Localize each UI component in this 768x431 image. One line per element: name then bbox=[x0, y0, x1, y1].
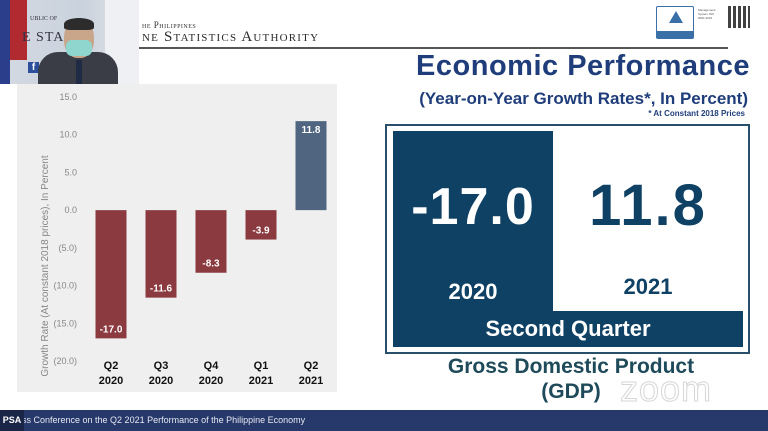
gdp-2020-year: 2020 bbox=[448, 279, 498, 304]
y-tick-label: (5.0) bbox=[58, 243, 77, 253]
x-tick-label-quarter: Q4 bbox=[204, 360, 220, 372]
header-divider bbox=[138, 47, 728, 49]
x-tick-label-quarter: Q3 bbox=[154, 360, 169, 372]
x-tick-label-year: 2021 bbox=[249, 375, 273, 387]
ticker-text: ss Conference on the Q2 2021 Performance… bbox=[22, 415, 306, 425]
gdp-summary-box: -17.0 2020 11.8 2021 Second Quarter bbox=[385, 124, 750, 354]
bar-q2-2020 bbox=[95, 210, 127, 339]
flag bbox=[0, 0, 10, 84]
y-tick-label: 10.0 bbox=[59, 130, 77, 140]
speaker-tie bbox=[76, 60, 82, 84]
x-tick-label-year: 2020 bbox=[149, 375, 173, 387]
certification-text: Management System ISO 9001:2015 bbox=[698, 8, 716, 20]
psa-logo: PSA bbox=[0, 410, 24, 431]
speaker-hair bbox=[64, 18, 94, 30]
agency-name: ne Statistics Authority bbox=[142, 29, 320, 45]
y-axis-title: Growth Rate (At constant 2018 prices), I… bbox=[40, 155, 51, 377]
growth-bar-chart: 15.0 10.0 5.0 0.0 (5.0) (10.0) (15.0) (20.0) -17… bbox=[53, 92, 327, 387]
y-tick-label: (15.0) bbox=[53, 318, 77, 328]
y-tick-label: (10.0) bbox=[53, 281, 77, 291]
gdp-2020-value: -17.0 bbox=[411, 178, 535, 236]
qr-code-icon bbox=[728, 6, 750, 28]
x-tick-label-year: 2020 bbox=[99, 375, 123, 387]
x-tick-label-quarter: Q1 bbox=[254, 360, 269, 372]
y-tick-label: (20.0) bbox=[53, 356, 77, 366]
slide-title: Economic Performance bbox=[416, 50, 750, 82]
agency-name-line-small: he Philippines bbox=[142, 20, 197, 30]
bar-data-label: -11.6 bbox=[150, 284, 173, 295]
gdp-2021-year: 2021 bbox=[623, 274, 673, 299]
bottom-ticker-bar: ss Conference on the Q2 2021 Performance… bbox=[0, 410, 768, 431]
tuv-triangle-icon bbox=[669, 11, 683, 23]
x-tick-label-year: 2021 bbox=[299, 375, 323, 387]
flag-stripe bbox=[10, 0, 27, 60]
bar-q2-2021 bbox=[295, 121, 327, 211]
bar-data-label: -3.9 bbox=[252, 226, 270, 237]
x-tick-label-quarter: Q2 bbox=[104, 360, 119, 372]
y-tick-label: 0.0 bbox=[64, 205, 77, 215]
bar-data-label: -8.3 bbox=[202, 259, 220, 270]
certification-strip bbox=[657, 31, 693, 38]
backdrop-text: E STA bbox=[22, 30, 65, 45]
speaker-video[interactable]: UBLIC OF E STA f bbox=[0, 0, 139, 84]
x-tick-label-year: 2020 bbox=[199, 375, 223, 387]
slide-subtitle: (Year-on-Year Growth Rates*, In Percent) bbox=[419, 89, 748, 108]
growth-chart-panel: 15.0 10.0 5.0 0.0 (5.0) (10.0) (15.0) (20.0) -17… bbox=[17, 84, 337, 392]
bar-q4-2020 bbox=[195, 210, 227, 273]
backdrop-text-small: UBLIC OF bbox=[30, 16, 58, 22]
certification-badge-icon bbox=[656, 6, 694, 39]
period-label: Second Quarter bbox=[393, 311, 743, 347]
gdp-abbreviation: (GDP) bbox=[541, 380, 601, 403]
gdp-label: Gross Domestic Product bbox=[447, 355, 695, 378]
gdp-2020-panel: -17.0 2020 bbox=[393, 131, 553, 311]
gdp-2021-value: 11.8 bbox=[589, 173, 707, 238]
x-tick-label-quarter: Q2 bbox=[304, 360, 319, 372]
bar-data-label: 11.8 bbox=[302, 125, 321, 136]
bar-data-label: -17.0 bbox=[100, 324, 123, 335]
bar-q3-2020 bbox=[145, 210, 177, 298]
face-mask bbox=[66, 40, 92, 56]
facebook-icon: f bbox=[28, 62, 39, 73]
y-tick-label: 5.0 bbox=[64, 167, 77, 177]
zoom-watermark: zoom bbox=[619, 368, 713, 410]
y-tick-label: 15.0 bbox=[59, 92, 77, 102]
slide-footnote: * At Constant 2018 Prices bbox=[648, 109, 745, 118]
bar-q1-2021 bbox=[245, 210, 277, 240]
